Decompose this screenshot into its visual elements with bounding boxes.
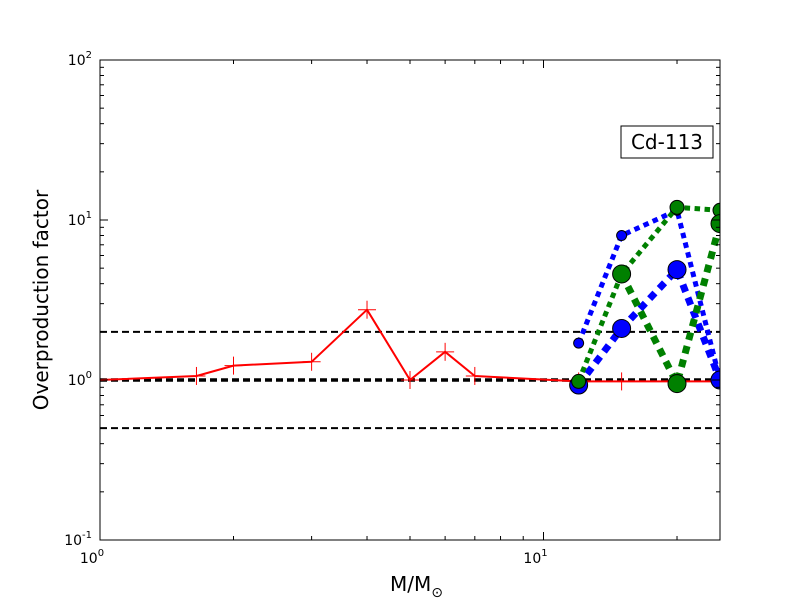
series-4-point-3 xyxy=(669,199,685,215)
x-tick-label-2: 101 xyxy=(523,548,547,567)
series-4-point-4 xyxy=(712,202,720,218)
y-axis-label: Overproduction factor xyxy=(29,189,53,410)
series-line-3 xyxy=(575,266,720,388)
y-tick-label-2: 100 xyxy=(68,370,92,389)
series-1-point-10 xyxy=(612,372,631,391)
series-5-point-1 xyxy=(612,264,632,284)
y-tick-label-4: 102 xyxy=(68,50,92,69)
series-2-point-1 xyxy=(573,337,585,349)
series-1-point-7 xyxy=(436,342,455,361)
x-axis-label-subscript: ⊙ xyxy=(431,585,443,600)
series-4-point-1 xyxy=(571,373,587,389)
y-tick-label-3: 101 xyxy=(68,210,92,229)
series-layer xyxy=(100,199,720,395)
annotation-label: Cd-113 xyxy=(631,130,703,154)
series-line-4 xyxy=(576,204,720,383)
series-5-point-3 xyxy=(710,214,720,234)
x-axis-label: M/M⊙ xyxy=(390,572,443,600)
x-axis-label-main: M/M xyxy=(390,572,431,596)
series-5-point-2 xyxy=(667,374,687,394)
series-1-point-3 xyxy=(224,356,243,375)
series-1-point-2 xyxy=(187,366,206,385)
y-tick-label-1: 10-1 xyxy=(64,530,92,549)
series-3-point-2 xyxy=(612,318,632,338)
annotation-frame xyxy=(620,125,714,159)
series-1-point-4 xyxy=(302,352,321,371)
series-1-point-8 xyxy=(465,366,484,385)
axis-ticks xyxy=(99,59,720,541)
series-1-point-6 xyxy=(401,371,419,389)
series-line-1 xyxy=(100,308,720,383)
series-2-point-2 xyxy=(616,230,628,242)
series-5 xyxy=(612,214,720,394)
x-tick-label-1: 100 xyxy=(80,548,104,567)
series-1-point-5 xyxy=(358,300,377,319)
series-3-point-3 xyxy=(667,260,687,280)
annotation-box: Cd-113 xyxy=(620,125,714,159)
